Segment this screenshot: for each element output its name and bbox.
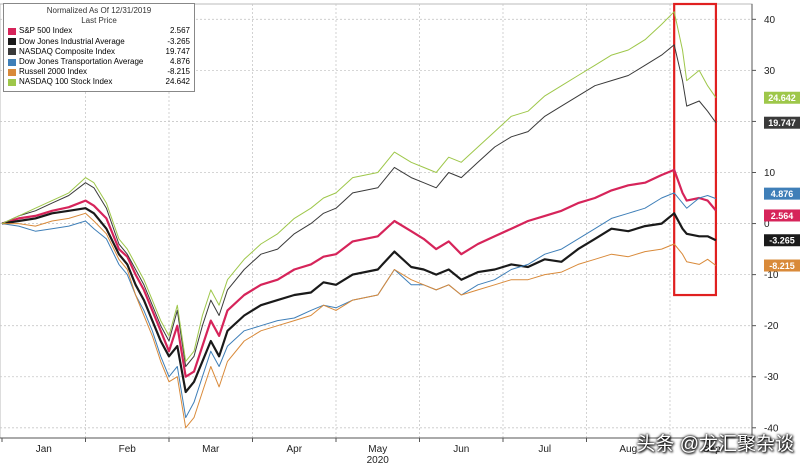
legend-series-name: Russell 2000 Index [19, 67, 88, 77]
last-price-tag-label: -8.215 [769, 261, 795, 271]
y-tick-label: 30 [764, 66, 776, 77]
grid-lines [0, 3, 753, 439]
last-price-tag [764, 209, 800, 222]
legend-swatch [8, 58, 16, 66]
legend-swatch [8, 79, 16, 87]
x-year-label: 2020 [367, 455, 390, 464]
legend-series-value: 24.642 [165, 77, 190, 87]
x-tick-label: Feb [119, 444, 137, 455]
legend-item: S&P 500 Index 2.567 [8, 26, 190, 36]
last-price-tags: 2.564 -3.265 19.747 4.876 -8.215 24.642 [764, 91, 800, 272]
legend-item: NASDAQ 100 Stock Index 24.642 [8, 77, 190, 87]
legend-item: Russell 2000 Index -8.215 [8, 67, 190, 77]
x-tick-label: Apr [286, 444, 302, 455]
y-tick-label: -30 [764, 372, 779, 383]
legend-item: Dow Jones Industrial Average -3.265 [8, 37, 190, 47]
legend-series-name: NASDAQ Composite Index [19, 46, 116, 56]
y-tick-label: 0 [764, 219, 770, 230]
y-tick-label: -20 [764, 321, 779, 332]
y-tick-label: 40 [764, 15, 776, 26]
legend-series-name: S&P 500 Index [19, 26, 73, 36]
last-price-tag [764, 187, 800, 200]
highlight-rectangle [673, 2, 718, 297]
legend-swatch [8, 48, 16, 56]
x-tick-label: Mar [202, 444, 220, 455]
legend-swatch [8, 38, 16, 46]
legend-rows: S&P 500 Index 2.567 Dow Jones Industrial A… [8, 26, 190, 87]
last-price-tag [764, 116, 800, 129]
watermark: 头条 @龙汇聚杂谈 [636, 434, 794, 455]
series-line [1, 168, 717, 378]
legend-series-name: Dow Jones Transportation Average [19, 57, 144, 67]
legend-series-value: 19.747 [165, 46, 190, 56]
series-line [1, 207, 717, 394]
legend-subtitle: Last Price [81, 16, 117, 26]
highlight-box [673, 2, 718, 297]
x-axis: Jan Feb Mar Apr May Jun Jul Aug Sep 2020 [0, 437, 752, 464]
legend-title: Normalized As Of 12/31/2019 [46, 6, 152, 15]
legend-series-name: Dow Jones Industrial Average [19, 36, 125, 46]
legend-series-value: 2.567 [169, 26, 190, 36]
x-tick-label: Sep [703, 444, 721, 455]
last-price-tag-label: 2.564 [771, 211, 794, 221]
last-price-tag-label: 24.642 [768, 93, 796, 103]
legend-swatch [8, 28, 16, 35]
legend-swatch [8, 68, 16, 76]
legend-series-name: NASDAQ 100 Stock Index [19, 77, 113, 87]
x-tick-label: May [368, 444, 387, 455]
series-line [1, 11, 717, 362]
x-tick-label: Jun [453, 444, 469, 455]
last-price-tag [764, 234, 800, 247]
last-price-tag [764, 91, 800, 104]
series-line [1, 44, 717, 367]
legend-item: Dow Jones Transportation Average 4.876 [8, 57, 190, 67]
series-lines [1, 11, 717, 429]
series-line [2, 212, 717, 429]
legend: Normalized As Of 12/31/2019 Last Price S… [3, 3, 195, 92]
x-tick-label: Jan [36, 444, 52, 455]
last-price-tag [764, 259, 800, 272]
y-tick-label: -40 [764, 423, 779, 434]
y-tick-label: -10 [764, 270, 779, 281]
last-price-tag-label: -3.265 [769, 236, 795, 246]
last-price-tag-label: 4.876 [771, 189, 794, 199]
last-price-tag-label: 19.747 [768, 118, 796, 128]
legend-series-value: -3.265 [167, 36, 190, 46]
legend-series-value: 4.876 [169, 57, 190, 67]
x-tick-label: Aug [619, 444, 637, 455]
x-tick-label: Jul [538, 444, 551, 455]
legend-series-value: -8.215 [167, 67, 190, 77]
legend-item: NASDAQ Composite Index 19.747 [8, 47, 190, 57]
y-tick-label: 10 [764, 168, 776, 179]
